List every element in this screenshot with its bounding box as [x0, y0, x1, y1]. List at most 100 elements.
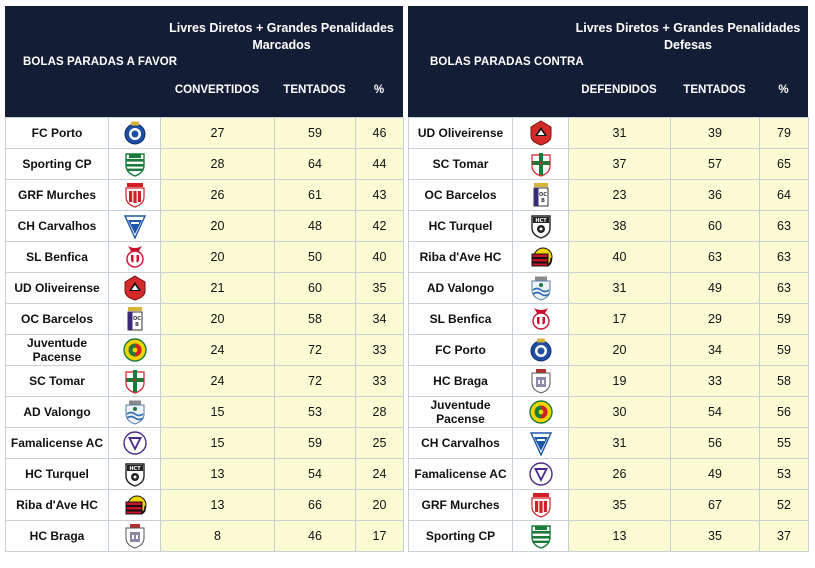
tentados-value: 54 — [671, 397, 760, 428]
defendidos-value: 17 — [569, 304, 671, 335]
contra-table-row: HC Turquel HCT 38 60 63 — [409, 211, 809, 242]
convertidos-value: 21 — [161, 273, 275, 304]
tentados-value: 53 — [275, 397, 356, 428]
team-name: SC Tomar — [409, 149, 513, 180]
fc-porto-crest-icon — [109, 118, 161, 149]
sl-benfica-crest-icon — [513, 304, 569, 335]
ud-oliveirense-crest-icon — [109, 273, 161, 304]
favor-table-row: OC Barcelos OC B 20 58 34 — [6, 304, 404, 335]
defendidos-value: 37 — [569, 149, 671, 180]
tentados-value: 39 — [671, 118, 760, 149]
team-name: Famalicense AC — [6, 428, 109, 459]
favor-col-header-percent: % — [355, 84, 403, 96]
percent-value: 33 — [356, 335, 404, 366]
juventude-pacense-crest-icon — [513, 397, 569, 428]
percent-value: 58 — [760, 366, 809, 397]
favor-table-row: HC Braga 8 46 17 — [6, 521, 404, 552]
favor-table-panel: BOLAS PARADAS A FAVOR Livres Diretos + G… — [5, 6, 403, 560]
contra-super-header-line1: Livres Diretos + Grandes Penalidades — [568, 20, 808, 37]
hc-braga-crest-icon — [109, 521, 161, 552]
percent-value: 63 — [760, 273, 809, 304]
team-name: AD Valongo — [6, 397, 109, 428]
contra-table-body: UD Oliveirense 31 39 79 SC Tomar 37 57 65 OC Bar… — [408, 117, 809, 552]
tentados-value: 49 — [671, 273, 760, 304]
favor-table-row: FC Porto 27 59 46 — [6, 118, 404, 149]
sporting-cp-crest-icon — [513, 521, 569, 552]
favor-table-header: BOLAS PARADAS A FAVOR Livres Diretos + G… — [5, 6, 403, 117]
team-name: HC Turquel — [409, 211, 513, 242]
ud-oliveirense-crest-icon — [513, 118, 569, 149]
tentados-value: 67 — [671, 490, 760, 521]
team-name: OC Barcelos — [409, 180, 513, 211]
tentados-value: 49 — [671, 459, 760, 490]
percent-value: 25 — [356, 428, 404, 459]
grf-murches-crest-icon — [109, 180, 161, 211]
ch-carvalhos-crest-icon — [513, 428, 569, 459]
favor-table-row: SC Tomar 24 72 33 — [6, 366, 404, 397]
fc-porto-crest-icon — [513, 335, 569, 366]
team-name: GRF Murches — [409, 490, 513, 521]
team-name: CH Carvalhos — [6, 211, 109, 242]
tentados-value: 48 — [275, 211, 356, 242]
defendidos-value: 19 — [569, 366, 671, 397]
favor-col-header-tentados: TENTADOS — [274, 84, 355, 96]
hc-turquel-crest-icon: HCT — [513, 211, 569, 242]
contra-super-header: Livres Diretos + Grandes Penalidades Def… — [568, 20, 808, 54]
contra-super-header-line2: Defesas — [568, 37, 808, 54]
percent-value: 44 — [356, 149, 404, 180]
hc-turquel-crest-icon: HCT — [109, 459, 161, 490]
team-name: Famalicense AC — [409, 459, 513, 490]
contra-table-row: Famalicense AC 26 49 53 — [409, 459, 809, 490]
tentados-value: 57 — [671, 149, 760, 180]
percent-value: 43 — [356, 180, 404, 211]
defendidos-value: 23 — [569, 180, 671, 211]
team-name: Riba d'Ave HC — [409, 242, 513, 273]
team-name: Riba d'Ave HC — [6, 490, 109, 521]
convertidos-value: 20 — [161, 304, 275, 335]
contra-table-row: FC Porto 20 34 59 — [409, 335, 809, 366]
team-name-line2: Pacense — [6, 350, 108, 364]
percent-value: 63 — [760, 211, 809, 242]
convertidos-value: 26 — [161, 180, 275, 211]
percent-value: 63 — [760, 242, 809, 273]
percent-value: 37 — [760, 521, 809, 552]
tentados-value: 59 — [275, 118, 356, 149]
team-name: HC Braga — [6, 521, 109, 552]
tentados-value: 36 — [671, 180, 760, 211]
tentados-value: 29 — [671, 304, 760, 335]
favor-table-row: GRF Murches 26 61 43 — [6, 180, 404, 211]
contra-table-row: SC Tomar 37 57 65 — [409, 149, 809, 180]
percent-value: 28 — [356, 397, 404, 428]
tentados-value: 46 — [275, 521, 356, 552]
contra-table-row: UD Oliveirense 31 39 79 — [409, 118, 809, 149]
tentados-value: 54 — [275, 459, 356, 490]
defendidos-value: 26 — [569, 459, 671, 490]
tentados-value: 72 — [275, 366, 356, 397]
defendidos-value: 38 — [569, 211, 671, 242]
favor-table-row: Famalicense AC 15 59 25 — [6, 428, 404, 459]
convertidos-value: 15 — [161, 397, 275, 428]
team-name: SL Benfica — [409, 304, 513, 335]
percent-value: 20 — [356, 490, 404, 521]
percent-value: 65 — [760, 149, 809, 180]
team-name: Sporting CP — [409, 521, 513, 552]
contra-table-row: Riba d'Ave HC 40 63 63 — [409, 242, 809, 273]
convertidos-value: 27 — [161, 118, 275, 149]
percent-value: 46 — [356, 118, 404, 149]
defendidos-value: 20 — [569, 335, 671, 366]
famalicense-ac-crest-icon — [109, 428, 161, 459]
grf-murches-crest-icon — [513, 490, 569, 521]
team-name-line1: Juventude — [6, 336, 108, 350]
percent-value: 52 — [760, 490, 809, 521]
team-name: UD Oliveirense — [6, 273, 109, 304]
tentados-value: 63 — [671, 242, 760, 273]
tentados-value: 59 — [275, 428, 356, 459]
contra-col-header-percent: % — [759, 84, 808, 96]
tentados-value: 58 — [275, 304, 356, 335]
team-name: Juventude Pacense — [6, 335, 109, 366]
convertidos-value: 24 — [161, 366, 275, 397]
team-name-line1: Juventude — [409, 398, 512, 412]
convertidos-value: 15 — [161, 428, 275, 459]
tentados-value: 35 — [671, 521, 760, 552]
percent-value: 55 — [760, 428, 809, 459]
